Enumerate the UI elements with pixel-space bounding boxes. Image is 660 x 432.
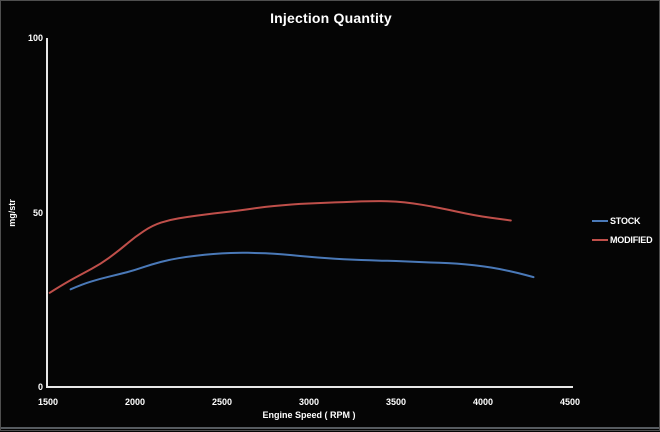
legend-swatch [592,238,608,241]
legend-item-stock: STOCK [592,211,652,230]
legend-label: MODIFIED [610,234,653,245]
x-axis-title: Engine Speed ( RPM ) [262,410,356,420]
x-tick-label: 4000 [472,397,494,407]
window-bottom-edge [1,427,659,429]
legend: STOCK MODIFIED [592,211,653,249]
x-tick-label: 2000 [124,397,146,407]
x-axis-line [46,386,573,388]
legend-label: STOCK [610,215,641,226]
x-tick-label: 3500 [385,397,407,407]
legend-item-modified: MODIFIED [592,230,653,249]
x-tick-label: 3000 [298,397,320,407]
y-tick-label: 50 [32,207,43,218]
chart-title: Injection Quantity [270,10,392,26]
y-axis-line [46,38,48,388]
series-line-stock [69,251,535,291]
legend-swatch [592,219,608,222]
y-tick-label: 0 [37,382,43,392]
y-tick-label: 100 [27,33,43,43]
x-tick-label: 1500 [37,397,59,407]
series-line-modified [48,200,512,294]
x-tick-label: 2500 [211,397,233,407]
x-tick-label: 4500 [559,397,581,407]
